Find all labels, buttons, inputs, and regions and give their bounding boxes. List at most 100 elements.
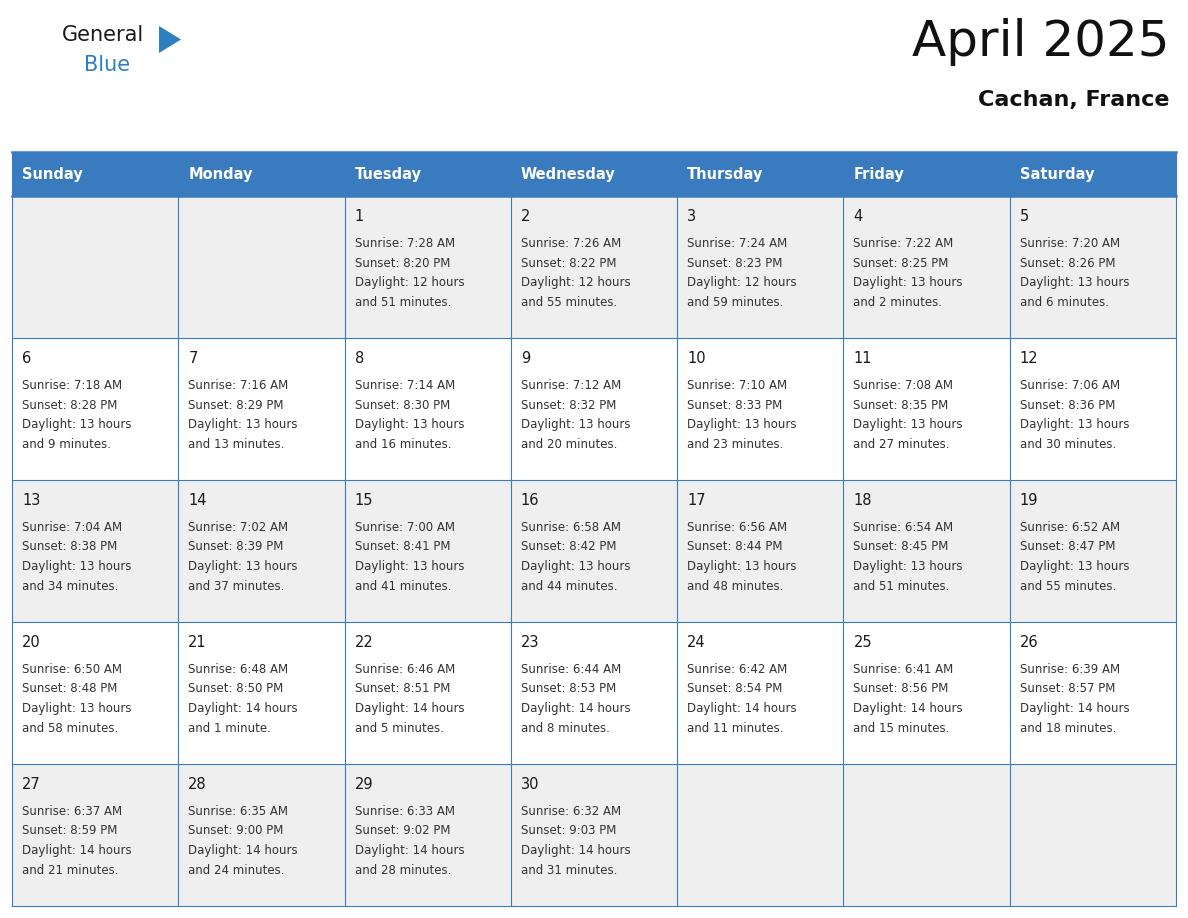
Text: and 20 minutes.: and 20 minutes. [520, 438, 618, 451]
Text: Sunrise: 7:02 AM: Sunrise: 7:02 AM [188, 521, 289, 534]
Text: and 55 minutes.: and 55 minutes. [1019, 579, 1116, 592]
Text: 7: 7 [188, 351, 197, 366]
Text: and 6 minutes.: and 6 minutes. [1019, 296, 1108, 308]
Text: and 16 minutes.: and 16 minutes. [354, 438, 451, 451]
Text: 21: 21 [188, 635, 207, 650]
Text: Sunrise: 6:58 AM: Sunrise: 6:58 AM [520, 521, 621, 534]
Text: and 58 minutes.: and 58 minutes. [23, 722, 119, 734]
Text: Sunset: 8:42 PM: Sunset: 8:42 PM [520, 541, 617, 554]
Text: and 11 minutes.: and 11 minutes. [687, 722, 784, 734]
Text: Sunrise: 6:44 AM: Sunrise: 6:44 AM [520, 663, 621, 676]
Text: Sunrise: 6:41 AM: Sunrise: 6:41 AM [853, 663, 954, 676]
Text: Sunrise: 7:10 AM: Sunrise: 7:10 AM [687, 379, 788, 392]
Text: Sunset: 8:53 PM: Sunset: 8:53 PM [520, 682, 617, 696]
Text: 18: 18 [853, 493, 872, 508]
Text: Daylight: 14 hours: Daylight: 14 hours [853, 702, 963, 715]
Text: Thursday: Thursday [687, 166, 764, 182]
Text: Sunrise: 7:26 AM: Sunrise: 7:26 AM [520, 237, 621, 250]
Text: Sunset: 8:56 PM: Sunset: 8:56 PM [853, 682, 949, 696]
Text: and 37 minutes.: and 37 minutes. [188, 579, 285, 592]
Text: Sunset: 9:02 PM: Sunset: 9:02 PM [354, 824, 450, 837]
Text: 26: 26 [1019, 635, 1038, 650]
Text: 8: 8 [354, 351, 364, 366]
Text: Sunrise: 7:18 AM: Sunrise: 7:18 AM [23, 379, 122, 392]
Text: Sunset: 8:50 PM: Sunset: 8:50 PM [188, 682, 284, 696]
Text: Sunrise: 7:04 AM: Sunrise: 7:04 AM [23, 521, 122, 534]
Text: Daylight: 13 hours: Daylight: 13 hours [520, 560, 631, 573]
Text: and 48 minutes.: and 48 minutes. [687, 579, 784, 592]
Text: 11: 11 [853, 351, 872, 366]
Text: Daylight: 13 hours: Daylight: 13 hours [188, 418, 298, 431]
Text: Daylight: 14 hours: Daylight: 14 hours [188, 844, 298, 857]
Text: Sunset: 8:30 PM: Sunset: 8:30 PM [354, 398, 450, 411]
Text: Sunrise: 6:39 AM: Sunrise: 6:39 AM [1019, 663, 1120, 676]
Text: Sunrise: 6:46 AM: Sunrise: 6:46 AM [354, 663, 455, 676]
Text: Sunset: 8:32 PM: Sunset: 8:32 PM [520, 398, 617, 411]
Text: Saturday: Saturday [1019, 166, 1094, 182]
Text: and 21 minutes.: and 21 minutes. [23, 864, 119, 877]
Text: Sunrise: 7:16 AM: Sunrise: 7:16 AM [188, 379, 289, 392]
Text: and 15 minutes.: and 15 minutes. [853, 722, 949, 734]
Text: Daylight: 14 hours: Daylight: 14 hours [687, 702, 797, 715]
Text: Sunrise: 6:42 AM: Sunrise: 6:42 AM [687, 663, 788, 676]
Text: Sunset: 8:28 PM: Sunset: 8:28 PM [23, 398, 118, 411]
Text: and 59 minutes.: and 59 minutes. [687, 296, 784, 308]
Text: 14: 14 [188, 493, 207, 508]
Text: Cachan, France: Cachan, France [979, 90, 1170, 110]
Text: Daylight: 13 hours: Daylight: 13 hours [23, 418, 132, 431]
Text: and 23 minutes.: and 23 minutes. [687, 438, 784, 451]
Text: 16: 16 [520, 493, 539, 508]
Text: Daylight: 14 hours: Daylight: 14 hours [354, 844, 465, 857]
Text: Sunset: 8:45 PM: Sunset: 8:45 PM [853, 541, 949, 554]
Text: 15: 15 [354, 493, 373, 508]
Text: 27: 27 [23, 777, 40, 792]
Bar [12, 338, 1176, 480]
Text: 12: 12 [1019, 351, 1038, 366]
Text: Sunrise: 6:48 AM: Sunrise: 6:48 AM [188, 663, 289, 676]
Text: Daylight: 13 hours: Daylight: 13 hours [1019, 418, 1130, 431]
Text: Blue: Blue [84, 55, 131, 75]
Text: 19: 19 [1019, 493, 1038, 508]
Text: General: General [62, 25, 144, 45]
Text: and 30 minutes.: and 30 minutes. [1019, 438, 1116, 451]
Text: Sunrise: 6:32 AM: Sunrise: 6:32 AM [520, 805, 621, 818]
Text: 5: 5 [1019, 209, 1029, 224]
Text: Daylight: 13 hours: Daylight: 13 hours [1019, 560, 1130, 573]
Text: and 51 minutes.: and 51 minutes. [354, 296, 451, 308]
Text: 10: 10 [687, 351, 706, 366]
Text: Daylight: 12 hours: Daylight: 12 hours [687, 276, 797, 289]
Text: Sunrise: 7:12 AM: Sunrise: 7:12 AM [520, 379, 621, 392]
Text: and 34 minutes.: and 34 minutes. [23, 579, 119, 592]
Text: Daylight: 14 hours: Daylight: 14 hours [520, 702, 631, 715]
Text: Daylight: 13 hours: Daylight: 13 hours [687, 418, 797, 431]
Text: Daylight: 13 hours: Daylight: 13 hours [520, 418, 631, 431]
Text: and 2 minutes.: and 2 minutes. [853, 296, 942, 308]
Bar [12, 152, 1176, 196]
Text: Daylight: 14 hours: Daylight: 14 hours [354, 702, 465, 715]
Text: Sunrise: 6:52 AM: Sunrise: 6:52 AM [1019, 521, 1120, 534]
Text: Sunset: 8:36 PM: Sunset: 8:36 PM [1019, 398, 1116, 411]
Text: and 31 minutes.: and 31 minutes. [520, 864, 618, 877]
Text: 2: 2 [520, 209, 530, 224]
Text: Daylight: 13 hours: Daylight: 13 hours [188, 560, 298, 573]
Text: Monday: Monday [188, 166, 253, 182]
Text: 13: 13 [23, 493, 40, 508]
Text: and 44 minutes.: and 44 minutes. [520, 579, 618, 592]
Text: 25: 25 [853, 635, 872, 650]
Text: Daylight: 14 hours: Daylight: 14 hours [1019, 702, 1130, 715]
Text: Wednesday: Wednesday [520, 166, 615, 182]
Text: Sunrise: 7:08 AM: Sunrise: 7:08 AM [853, 379, 954, 392]
Text: Sunset: 8:20 PM: Sunset: 8:20 PM [354, 256, 450, 270]
Text: 17: 17 [687, 493, 706, 508]
Text: Daylight: 13 hours: Daylight: 13 hours [354, 418, 465, 431]
Bar [12, 480, 1176, 622]
Text: Sunrise: 7:24 AM: Sunrise: 7:24 AM [687, 237, 788, 250]
Bar [12, 622, 1176, 764]
Text: Sunset: 8:54 PM: Sunset: 8:54 PM [687, 682, 783, 696]
Text: Sunset: 9:03 PM: Sunset: 9:03 PM [520, 824, 617, 837]
Text: 24: 24 [687, 635, 706, 650]
Text: Daylight: 13 hours: Daylight: 13 hours [23, 560, 132, 573]
Text: Sunset: 8:39 PM: Sunset: 8:39 PM [188, 541, 284, 554]
Bar [12, 764, 1176, 906]
Text: Sunset: 8:48 PM: Sunset: 8:48 PM [23, 682, 118, 696]
